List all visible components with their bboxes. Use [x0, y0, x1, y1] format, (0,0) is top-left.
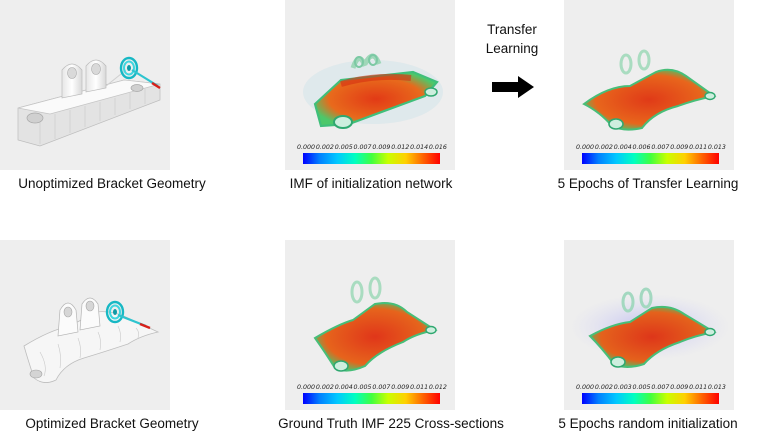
- ground-truth-heatmap: [313, 276, 438, 372]
- optimized-bracket-render: [23, 297, 160, 383]
- colorbar-tick: 0.009: [670, 384, 689, 391]
- colorbar-tick: 0.000: [297, 144, 316, 151]
- unoptimized-bracket-caption: Unoptimized Bracket Geometry: [18, 176, 206, 191]
- colorbar-tick: 0.012: [391, 144, 410, 151]
- colorbar-tick: 0.000: [576, 384, 595, 391]
- colorbar-tick: 0.004: [613, 144, 632, 151]
- colorbar-tick: 0.003: [613, 384, 632, 391]
- random-init-caption: 5 Epochs random initialization: [558, 416, 738, 431]
- colorbar-tick: 0.000: [297, 384, 316, 391]
- colorbar-tick: 0.005: [353, 384, 372, 391]
- ground-truth-panel: 0.000 0.002 0.004 0.005 0.007 0.009 0.01…: [285, 240, 455, 410]
- colorbar-tick: 0.005: [632, 384, 651, 391]
- colorbar-tick: 0.011: [689, 144, 708, 151]
- colorbar-tick: 0.013: [707, 384, 726, 391]
- colorbar-tick: 0.007: [353, 144, 372, 151]
- colorbar-tick: 0.002: [315, 384, 334, 391]
- random-init-panel: 0.000 0.002 0.003 0.005 0.007 0.009 0.01…: [564, 240, 734, 410]
- optimized-bracket-caption: Optimized Bracket Geometry: [25, 416, 199, 431]
- colorbar-tick: 0.007: [651, 144, 670, 151]
- right-arrow-icon: [492, 76, 534, 98]
- colorbar-tick: 0.009: [391, 384, 410, 391]
- colorbar-tick: 0.005: [334, 144, 353, 151]
- colorbar-tick: 0.002: [594, 144, 613, 151]
- ground-truth-colorbar-ticks: 0.000 0.002 0.004 0.005 0.007 0.009 0.01…: [297, 384, 447, 393]
- transfer-heatmap: [582, 49, 717, 131]
- transfer-learning-label: Transfer Learning: [485, 22, 539, 56]
- ground-truth-caption: Ground Truth IMF 225 Cross-sections: [278, 416, 504, 431]
- colorbar-tick: 0.016: [428, 144, 447, 151]
- imf-init-colorbar: [303, 153, 440, 164]
- colorbar-tick: 0.014: [410, 144, 429, 151]
- colorbar-tick: 0.009: [372, 144, 391, 151]
- random-init-colorbar: [582, 393, 719, 404]
- transfer-caption: 5 Epochs of Transfer Learning: [557, 176, 739, 191]
- random-init-heatmap: [570, 287, 730, 368]
- transfer-colorbar: [582, 153, 719, 164]
- colorbar-tick: 0.007: [651, 384, 670, 391]
- colorbar-tick: 0.002: [594, 384, 613, 391]
- colorbar-tick: 0.006: [632, 144, 651, 151]
- colorbar-tick: 0.012: [428, 384, 447, 391]
- transfer-colorbar-ticks: 0.000 0.002 0.004 0.006 0.007 0.009 0.01…: [576, 144, 726, 153]
- colorbar-tick: 0.002: [315, 144, 334, 151]
- colorbar-tick: 0.000: [576, 144, 595, 151]
- colorbar-tick: 0.011: [410, 384, 429, 391]
- transfer-panel: 0.000 0.002 0.004 0.006 0.007 0.009 0.01…: [564, 0, 734, 170]
- ground-truth-colorbar: [303, 393, 440, 404]
- colorbar-tick: 0.004: [334, 384, 353, 391]
- imf-init-caption: IMF of initialization network: [289, 176, 453, 191]
- random-init-colorbar-ticks: 0.000 0.002 0.003 0.005 0.007 0.009 0.01…: [576, 384, 726, 393]
- unoptimized-bracket-panel: [0, 0, 170, 170]
- colorbar-tick: 0.011: [689, 384, 708, 391]
- colorbar-tick: 0.013: [707, 144, 726, 151]
- imf-init-panel: 0.000 0.002 0.005 0.007 0.009 0.012 0.01…: [285, 0, 455, 170]
- imf-init-heatmap: [303, 53, 443, 129]
- imf-init-colorbar-ticks: 0.000 0.002 0.005 0.007 0.009 0.012 0.01…: [297, 144, 447, 153]
- colorbar-tick: 0.009: [670, 144, 689, 151]
- colorbar-tick: 0.007: [372, 384, 391, 391]
- optimized-bracket-panel: [0, 240, 170, 410]
- unoptimized-bracket-render: [17, 56, 161, 147]
